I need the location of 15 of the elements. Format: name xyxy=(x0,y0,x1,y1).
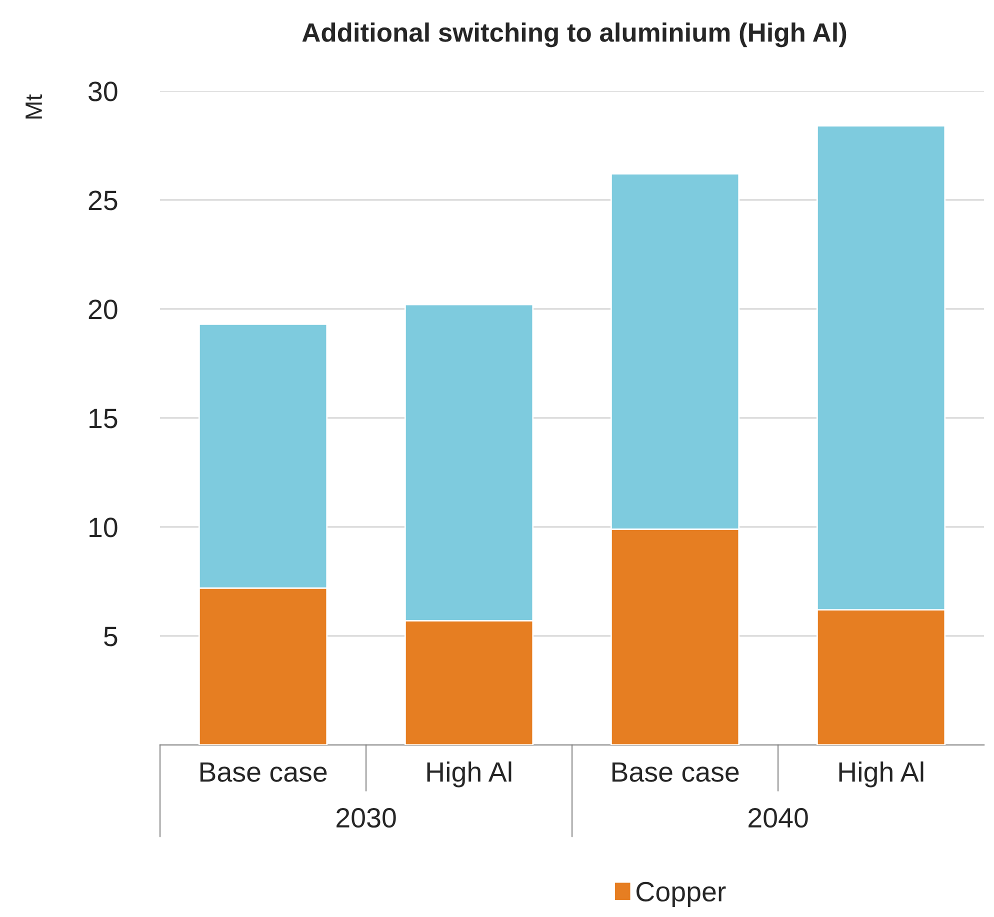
x-tick-label: Base case xyxy=(200,762,327,782)
y-tick-label: 30 xyxy=(88,82,118,102)
y-axis-title: Mt xyxy=(26,94,42,118)
legend-label: Copper xyxy=(636,882,726,908)
y-tick-label: 20 xyxy=(88,300,118,320)
y-tick-label: 15 xyxy=(90,408,118,428)
text: 2040 xyxy=(748,808,808,828)
y-tick-label: 10 xyxy=(90,518,118,538)
y-tick-label: 5 xyxy=(104,626,118,646)
x-tick-label: High Al xyxy=(427,761,512,788)
x-tick-label: High Al xyxy=(839,761,924,788)
x-tick-label: Base case xyxy=(612,762,739,782)
chart-title: Additional switching to aluminium (High Al) xyxy=(302,22,846,48)
text: 2030 xyxy=(336,808,396,828)
y-tick-label: 25 xyxy=(88,190,118,210)
